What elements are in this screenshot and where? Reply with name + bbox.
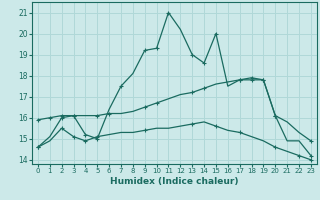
- X-axis label: Humidex (Indice chaleur): Humidex (Indice chaleur): [110, 177, 239, 186]
